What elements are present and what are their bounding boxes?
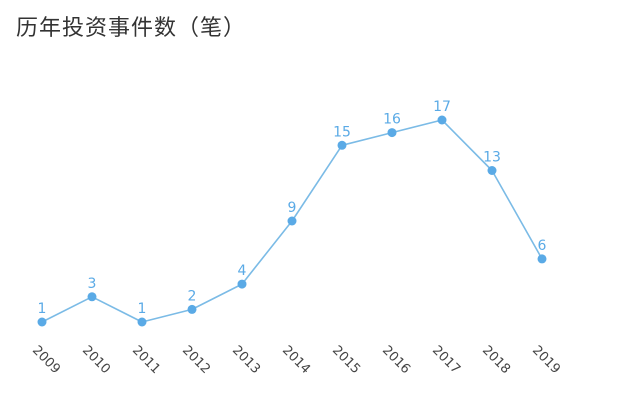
data-point-2015 — [337, 140, 347, 150]
data-label-2012: 2 — [188, 288, 197, 304]
data-point-2017 — [437, 115, 447, 125]
data-label-2010: 3 — [88, 276, 97, 292]
data-point-2018 — [487, 166, 497, 175]
data-label-2015: 15 — [333, 124, 351, 140]
data-point-layer — [37, 115, 547, 327]
data-point-2019 — [537, 254, 547, 264]
x-tick-label-2015: 2015 — [329, 343, 363, 377]
data-label-2016: 16 — [383, 112, 401, 128]
x-tick-label-2014: 2014 — [279, 343, 313, 377]
x-tick-label-2012: 2012 — [179, 343, 213, 377]
data-point-2009 — [37, 317, 47, 327]
x-tick-label-2009: 2009 — [29, 343, 63, 377]
data-label-2011: 1 — [138, 301, 147, 317]
data-label-2014: 9 — [288, 200, 297, 216]
data-point-2010 — [87, 292, 97, 302]
data-label-2017: 17 — [433, 99, 451, 115]
data-label-2018: 13 — [483, 150, 501, 166]
data-point-2011 — [137, 317, 147, 327]
data-point-2016 — [387, 128, 397, 138]
x-tick-layer: 2009 2010 2011 2012 2013 2014 2015 2016 2017 2018… — [29, 343, 563, 377]
data-label-2019: 6 — [538, 238, 547, 254]
chart-title: 历年投资事件数（笔） — [16, 16, 247, 41]
data-label-2009: 1 — [38, 301, 47, 317]
x-tick-label-2017: 2017 — [429, 343, 463, 377]
x-tick-label-2019: 2019 — [529, 343, 563, 377]
x-tick-label-2010: 2010 — [79, 343, 113, 377]
x-tick-label-2016: 2016 — [379, 343, 413, 377]
data-label-2013: 4 — [238, 263, 247, 279]
data-point-2012 — [187, 304, 197, 314]
data-point-2013 — [237, 279, 247, 289]
data-point-2014 — [287, 216, 297, 226]
x-tick-label-2013: 2013 — [229, 343, 263, 377]
x-tick-label-2018: 2018 — [479, 343, 513, 377]
x-tick-label-2011: 2011 — [129, 343, 163, 377]
